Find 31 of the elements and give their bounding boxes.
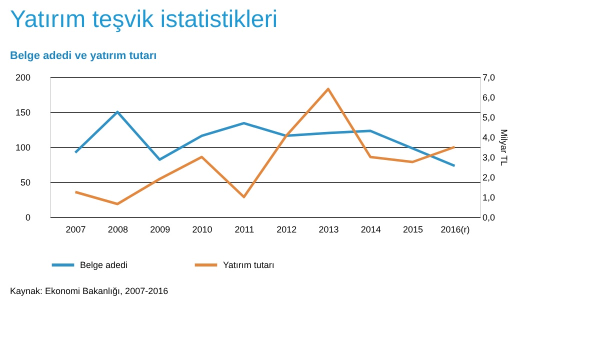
y2-tick-label: 1,0	[482, 192, 496, 202]
x-tick-label: 2015	[403, 224, 424, 234]
y2-tick-label: 3,0	[482, 152, 496, 162]
y-tick-label: 50	[20, 178, 30, 188]
x-tick-label: 2009	[150, 224, 170, 234]
y-tick-label: 200	[15, 72, 30, 82]
y2-axis-title: Milyar TL	[499, 129, 510, 166]
y2-tick-label: 5,0	[482, 112, 496, 122]
x-tick-label: 2013	[318, 224, 339, 234]
x-tick-label: 2012	[276, 224, 297, 234]
line-series	[74, 110, 456, 168]
x-tick-label: 2014	[360, 224, 381, 234]
chart-title: Yatırım teşvik istatistikleri	[10, 6, 278, 33]
legend-label: Yatırım tutarı	[223, 260, 274, 270]
y-tick-label: 100	[15, 142, 30, 152]
y2-tick-label: 4,0	[482, 132, 496, 142]
legend-label: Belge adedi	[80, 260, 128, 270]
x-tick-label: 2016(r)	[440, 224, 470, 234]
line-series	[74, 88, 456, 206]
y-tick-label: 150	[15, 108, 30, 118]
text: Kaynak: Ekonomi Bakanlığı, 2007-2016	[10, 286, 168, 296]
x-tick-label: 2007	[66, 224, 86, 234]
x-tick-label: 2008	[108, 224, 128, 234]
x-tick-label: 2010	[192, 224, 212, 234]
y2-tick-label: 7,0	[482, 72, 496, 82]
y2-tick-label: 0,0	[482, 212, 496, 222]
y-tick-label: 0	[25, 212, 30, 222]
y2-tick-label: 2,0	[482, 172, 496, 182]
chart-subtitle: Belge adedi ve yatırım tutarı	[10, 50, 157, 62]
y2-tick-label: 6,0	[482, 92, 496, 102]
x-tick-label: 2011	[234, 224, 254, 234]
